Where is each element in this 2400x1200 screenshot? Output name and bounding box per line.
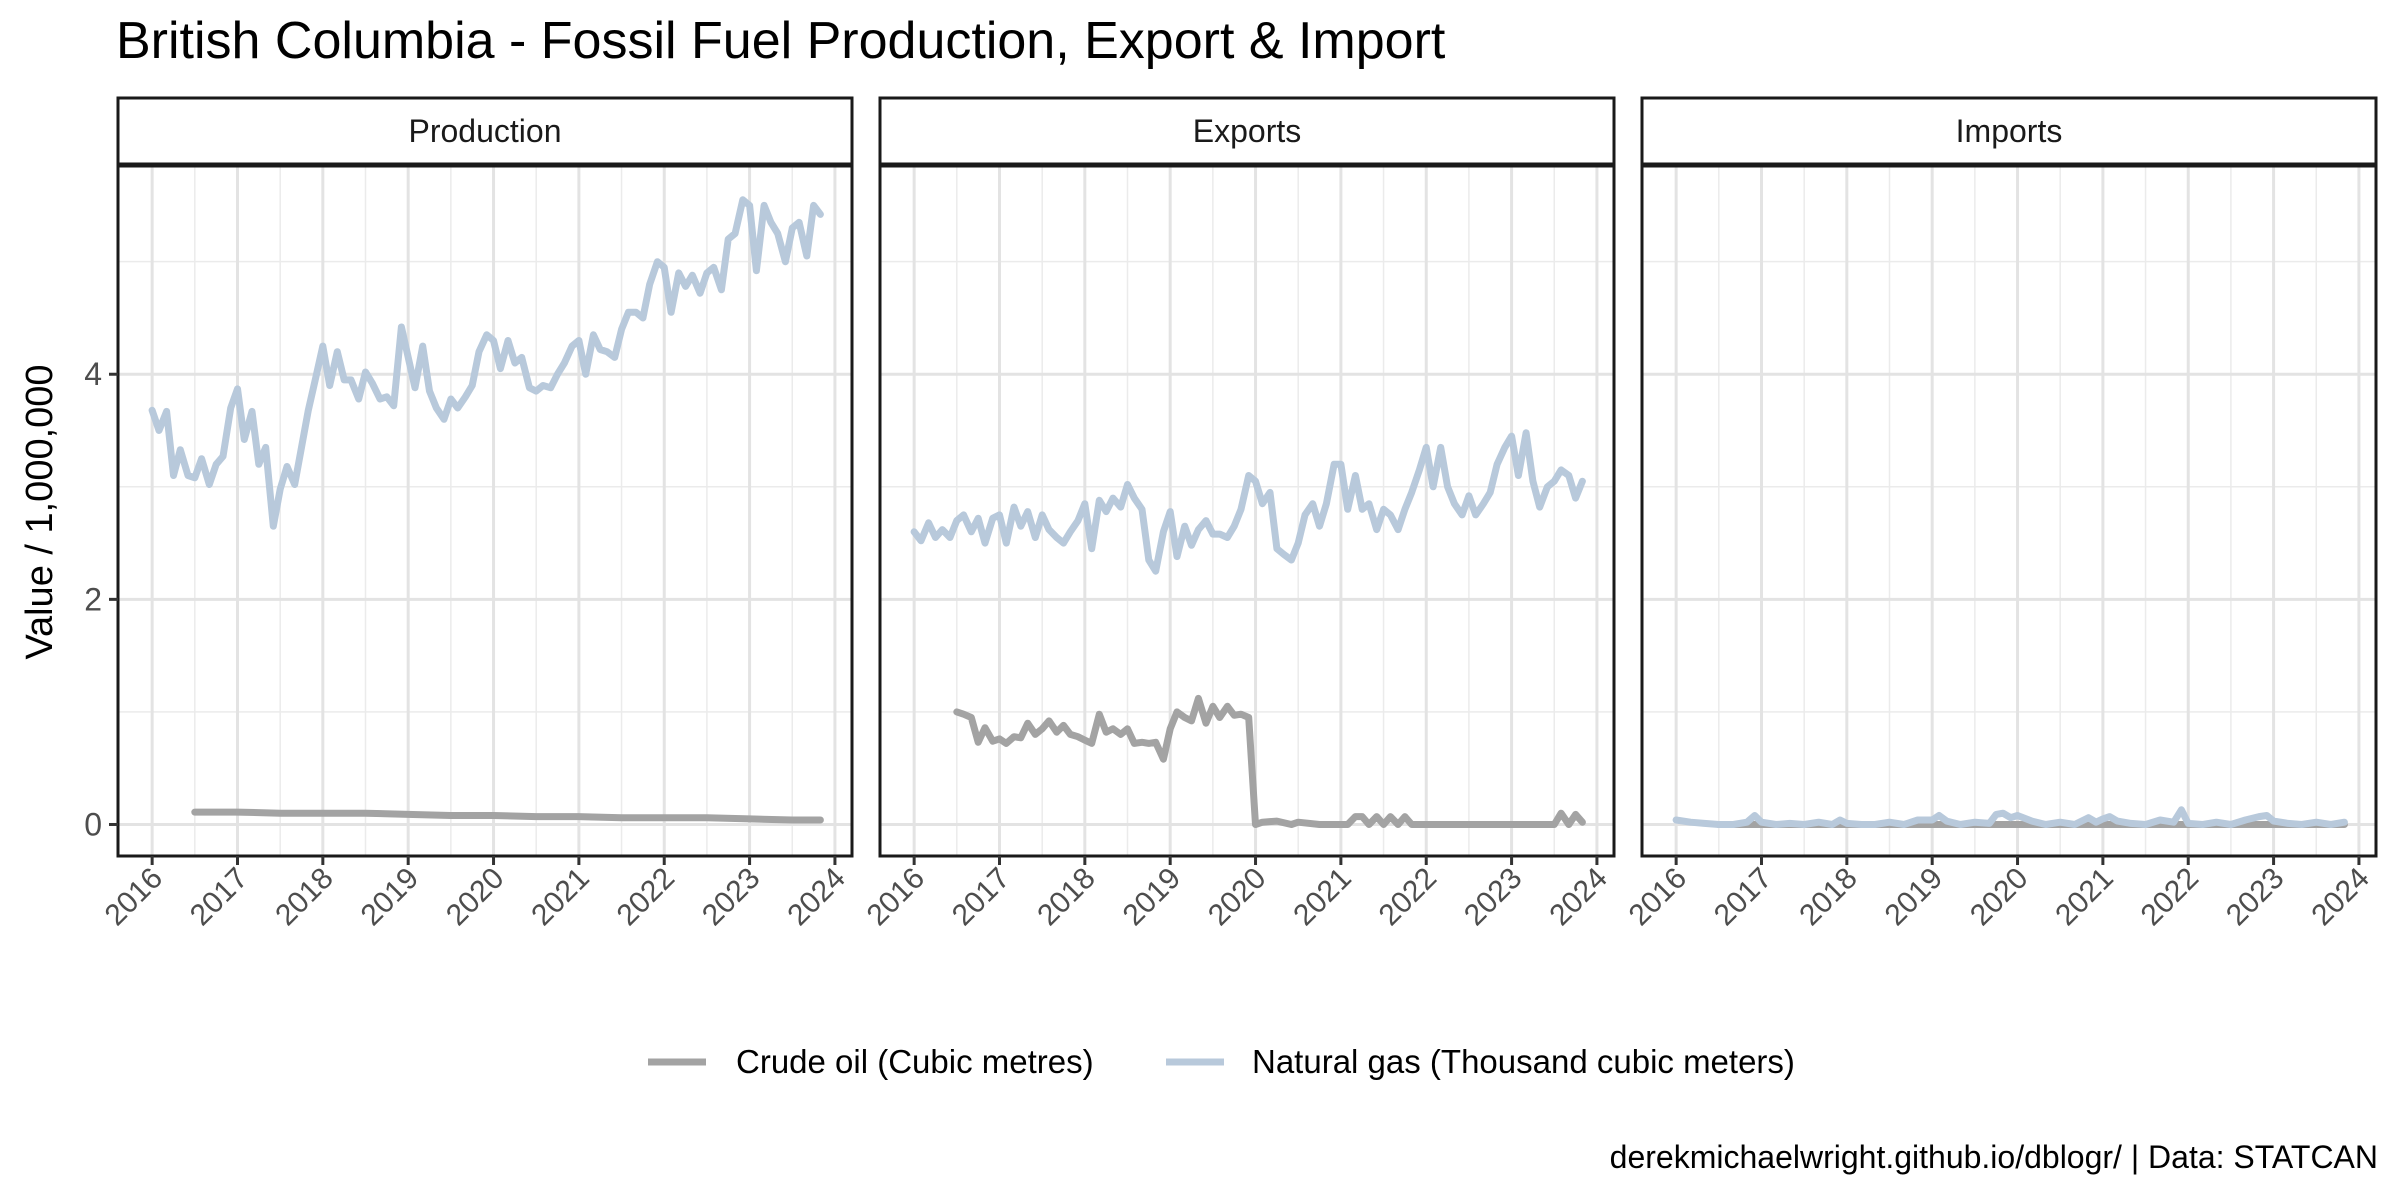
y-tick-label: 0 xyxy=(84,806,102,842)
y-axis-label: Value / 1,000,000 xyxy=(19,364,61,659)
crude-oil-line xyxy=(953,694,1586,828)
chart-title: British Columbia - Fossil Fuel Productio… xyxy=(116,12,1446,70)
legend-label: Crude oil (Cubic metres) xyxy=(736,1043,1094,1080)
legend-label: Natural gas (Thousand cubic meters) xyxy=(1252,1043,1795,1080)
natural-gas-line xyxy=(1672,806,2348,828)
grid xyxy=(118,166,852,856)
strip-box xyxy=(878,96,1616,166)
strip-label: Production xyxy=(409,113,562,149)
natural-gas-line xyxy=(910,429,1586,575)
plot-area xyxy=(118,166,852,856)
strip-box xyxy=(1640,96,2378,166)
caption: derekmichaelwright.github.io/dblogr/ | D… xyxy=(1610,1139,2378,1175)
y-tick-label: 4 xyxy=(84,356,102,392)
strip-label: Imports xyxy=(1956,113,2063,149)
panel-border xyxy=(878,164,1616,858)
y-tick-label: 2 xyxy=(84,581,102,617)
legend: Crude oil (Cubic metres) Natural gas (Tho… xyxy=(648,1043,1795,1080)
panel-border xyxy=(1640,164,2378,858)
strip-box xyxy=(116,96,854,166)
plot-area xyxy=(880,166,1614,856)
grid xyxy=(1642,166,2376,856)
natural-gas-line xyxy=(148,196,824,530)
plot-area xyxy=(1642,166,2376,856)
crude-oil-line xyxy=(191,808,824,824)
legend-item-crude-oil: Crude oil (Cubic metres) xyxy=(648,1043,1094,1080)
panel-border xyxy=(116,164,854,858)
strip-label: Exports xyxy=(1193,113,1301,149)
legend-item-natural-gas: Natural gas (Thousand cubic meters) xyxy=(1166,1043,1795,1080)
